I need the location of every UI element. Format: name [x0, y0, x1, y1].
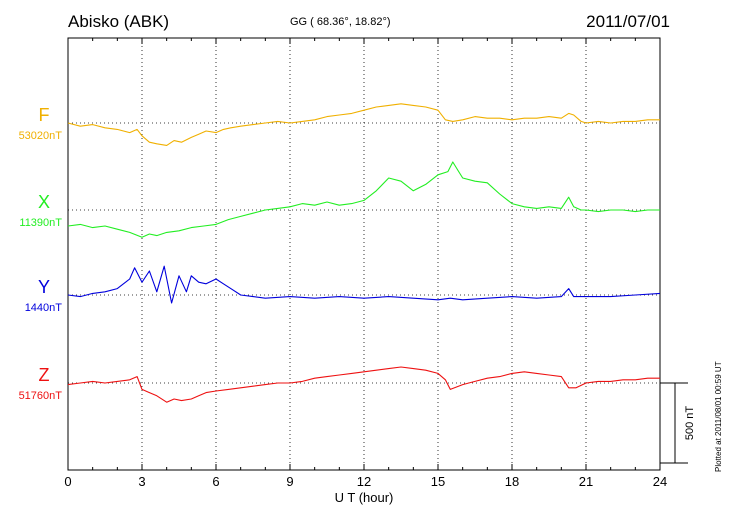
series-name-z: Z — [39, 365, 50, 385]
coordinates-label: GG ( 68.36°, 18.82°) — [290, 16, 391, 28]
x-tick-label: 3 — [138, 474, 145, 489]
x-tick-label: 24 — [653, 474, 667, 489]
x-tick-label: 12 — [357, 474, 371, 489]
series-line-y — [67, 265, 661, 304]
series-line-x — [67, 161, 660, 238]
series-name-y: Y — [38, 277, 50, 297]
scale-bar: 500 nT — [660, 382, 696, 464]
series-baseline-f: 53020nT — [19, 130, 63, 142]
x-axis-label: U T (hour) — [335, 490, 394, 505]
series-baseline-x: 11390nT — [19, 217, 62, 229]
series-name-f: F — [39, 105, 50, 125]
chart-grid — [68, 38, 660, 470]
scale-bar-label: 500 nT — [684, 406, 696, 441]
x-tick-label: 21 — [579, 474, 593, 489]
date-title: 2011/07/01 — [586, 12, 670, 31]
series-line-f — [67, 103, 660, 146]
x-tick-label: 18 — [505, 474, 519, 489]
series-name-x: X — [38, 192, 50, 212]
x-tick-label: 0 — [64, 474, 71, 489]
series-baseline-z: 51760nT — [19, 390, 63, 402]
series-line-z — [67, 366, 660, 403]
x-tick-label: 9 — [286, 474, 293, 489]
series-group: F 53020nT X 11390nT Y 1440nT Z 51760nT — [19, 103, 661, 403]
x-tick-label: 6 — [212, 474, 219, 489]
x-ticks: 0 3 6 9 12 15 18 21 24 — [64, 38, 667, 489]
station-title: Abisko (ABK) — [68, 12, 170, 31]
series-baseline-y: 1440nT — [25, 302, 63, 314]
x-tick-label: 15 — [431, 474, 445, 489]
